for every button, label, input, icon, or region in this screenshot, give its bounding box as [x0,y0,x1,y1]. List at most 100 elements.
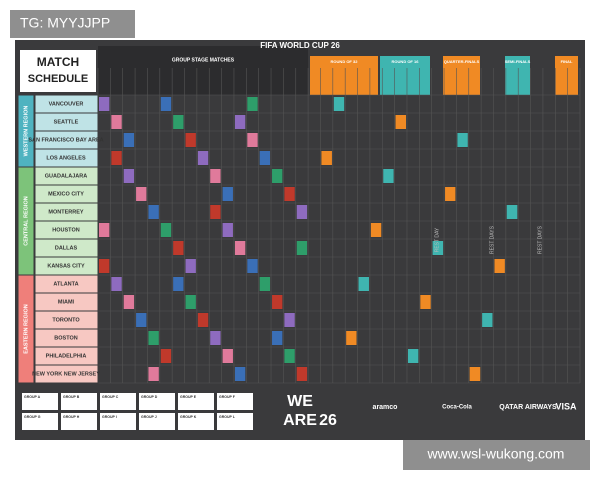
watermark-box [10,10,135,38]
match-cell [445,187,456,201]
match-cell [160,97,172,111]
match-cell [148,331,159,345]
match-cell [210,169,221,183]
match-cell [482,313,493,327]
rest-day: REST DAYS [537,225,543,254]
city-label: LOS ANGELES [46,155,86,161]
stage-label: SEMI-FINALS [505,59,531,64]
watermark-box [403,440,590,470]
stage-header [555,56,578,95]
match-cell [247,97,258,111]
match-cell [222,187,233,201]
city-label: VANCOUVER [49,101,84,107]
group-box [217,413,253,430]
match-cell [272,169,283,183]
rest-day: REST DAYS [489,225,495,254]
watermark: TG: MYYJJPP [20,15,110,31]
schedule-title: SCHEDULE [28,73,89,85]
group-box [61,393,97,410]
match-cell [123,295,135,309]
match-cell [321,151,332,165]
match-cell [185,133,196,147]
stage-header [505,56,530,95]
group-box [100,393,136,410]
city-label: KANSAS CITY [47,263,85,269]
group-label: GROUP A [24,395,41,399]
group-label: GROUP L [219,415,236,419]
stage-label: GROUP STAGE MATCHES [172,57,235,63]
group-box [22,393,58,410]
region-label: EASTERN REGION [23,304,29,354]
group-box [178,393,214,410]
group-box [139,413,175,430]
group-label: GROUP E [180,395,197,399]
match-cell [210,205,221,219]
match-cell [407,349,419,363]
city-label: NEW YORK NEW JERSEY [32,371,100,377]
stage-label: ROUND OF 32 [331,59,359,64]
group-label: GROUP J [141,415,157,419]
stage-header [310,56,378,95]
city-label: SAN FRANCISCO BAY AREA [28,137,103,143]
match-cell [358,277,369,291]
group-label: GROUP K [180,415,197,419]
title-box [20,50,96,92]
city-label: MONTERREY [48,209,83,215]
region-label: CENTRAL REGION [23,196,29,245]
match-cell [296,367,308,381]
match-cell [197,313,209,327]
city-label: TORONTO [52,317,80,323]
match-cell [222,349,233,363]
sponsor: VISA [555,401,577,411]
group-label: GROUP G [24,415,41,419]
match-cell [99,223,110,237]
match-cell [247,259,258,273]
sponsor: aramco [373,404,398,411]
match-cell [494,259,505,273]
match-cell [432,241,444,255]
match-cell [370,223,382,237]
city-label: DALLAS [55,245,78,251]
group-label: GROUP F [219,395,236,399]
poster-title: FIFA WORLD CUP 26 [260,41,340,50]
match-cell [395,115,406,129]
match-cell [111,115,122,129]
group-label: GROUP B [63,395,80,399]
slogan: 26 [319,412,337,429]
match-cell [346,331,357,345]
match-cell [259,151,271,165]
match-cell [173,277,184,291]
stage-header [380,56,430,95]
stage-header [443,56,480,95]
match-cell [173,115,184,129]
match-cell [469,367,481,381]
match-cell [247,133,258,147]
match-cell [99,259,110,273]
match-cell [222,223,233,237]
group-box [22,413,58,430]
rest-day: REST DAY [434,227,440,252]
schedule-title: MATCH [37,55,79,69]
city-cell [34,364,99,384]
match-cell [272,295,283,309]
city-label: HOUSTON [52,227,79,233]
match-cell [173,241,184,255]
group-box [100,413,136,430]
match-cell [296,205,308,219]
match-cell [136,187,147,201]
group-label: GROUP C [102,395,119,399]
stage-label: ROUND OF 16 [392,59,420,64]
city-label: MIAMI [58,299,75,305]
match-cell [197,151,209,165]
match-cell [123,169,135,183]
match-cell [148,205,159,219]
city-label: ATLANTA [53,281,78,287]
match-cell [420,295,431,309]
group-box [139,393,175,410]
match-cell [234,241,246,255]
city-label: SEATTLE [54,119,79,125]
match-cell [284,313,295,327]
match-cell [272,331,283,345]
slogan: WE [287,393,313,410]
match-cell [333,97,345,111]
